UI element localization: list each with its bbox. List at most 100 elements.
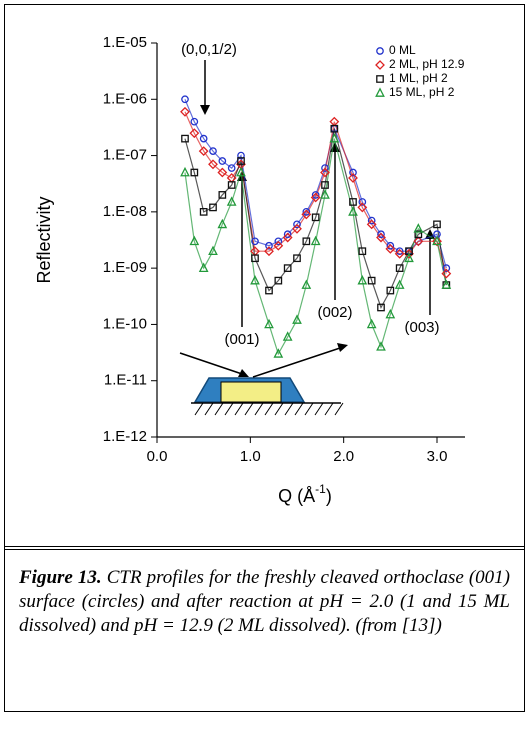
marker [442, 264, 451, 272]
marker [226, 196, 237, 206]
marker [358, 247, 367, 256]
marker [189, 128, 200, 139]
marker [273, 240, 284, 251]
y-tick-label: 1.E-08 [103, 203, 147, 220]
legend-label: 15 ML, pH 2 [389, 85, 455, 99]
marker [218, 157, 227, 165]
marker [357, 202, 368, 213]
marker [227, 181, 236, 189]
x-label-sup: -1 [315, 482, 326, 496]
marker [367, 216, 376, 225]
marker [302, 237, 311, 246]
marker [376, 341, 386, 351]
marker [375, 60, 385, 70]
marker [274, 237, 283, 246]
marker [377, 230, 385, 239]
chart-panel: Reflectivity Q (Å-1) (0,0,1/2) (001) (00… [5, 5, 524, 547]
marker [273, 348, 284, 358]
x-tick-label: 1.0 [240, 448, 261, 465]
marker [227, 164, 236, 172]
marker [189, 235, 200, 246]
marker [282, 232, 293, 243]
marker [394, 248, 405, 259]
marker [349, 198, 357, 206]
series-line [184, 128, 447, 309]
marker [209, 147, 217, 155]
marker [264, 246, 274, 257]
marker [180, 166, 190, 177]
marker [283, 230, 292, 239]
marker [330, 124, 339, 133]
y-tick-label: 1.E-11 [104, 372, 147, 389]
marker [301, 279, 312, 289]
marker [302, 208, 311, 216]
y-tick-label: 1.E-09 [103, 259, 147, 276]
caption-label: Figure 13. [19, 567, 102, 588]
marker [349, 168, 357, 177]
marker [441, 268, 452, 279]
marker [198, 262, 209, 272]
marker [366, 318, 377, 329]
marker [394, 279, 405, 289]
marker [358, 198, 367, 206]
arrow-head [337, 343, 348, 352]
marker [301, 209, 312, 220]
marker [366, 219, 377, 230]
legend-label: 1 ML, pH 2 [389, 71, 448, 85]
marker [432, 236, 442, 247]
marker [264, 318, 274, 329]
marker [199, 134, 208, 143]
marker [293, 254, 301, 263]
y-tick-label: 1.E-12 [103, 428, 147, 445]
marker [348, 206, 358, 216]
marker [320, 167, 330, 178]
marker [310, 192, 321, 203]
marker [348, 173, 358, 183]
marker [218, 191, 227, 199]
marker [181, 95, 189, 104]
marker [282, 331, 293, 341]
marker [190, 117, 199, 126]
marker [395, 247, 404, 256]
marker [395, 264, 404, 272]
marker [357, 275, 368, 285]
marker [329, 133, 340, 143]
marker [208, 159, 218, 170]
annotation: (0,0,1/2) [181, 41, 237, 58]
x-tick-label: 0.0 [147, 448, 168, 465]
marker [404, 252, 414, 263]
x-tick-label: 2.0 [333, 448, 354, 465]
sample [220, 381, 282, 403]
marker [209, 203, 217, 212]
marker [321, 181, 329, 189]
series-line [184, 99, 447, 269]
incident-beam [179, 352, 246, 376]
marker [181, 134, 189, 143]
caption-text: CTR profiles for the freshly cleaved ort… [19, 567, 510, 636]
marker [265, 286, 273, 295]
marker [413, 236, 424, 247]
marker [441, 279, 452, 289]
hatching [194, 402, 344, 416]
marker [311, 213, 320, 222]
marker [376, 75, 384, 83]
figure: Reflectivity Q (Å-1) (0,0,1/2) (001) (00… [4, 4, 525, 712]
inset-diagram [179, 343, 348, 416]
marker [250, 275, 260, 285]
x-label-text: Q (Å [278, 486, 315, 506]
marker [292, 223, 302, 234]
annotation: (001) [224, 331, 259, 348]
marker [377, 303, 385, 312]
marker [217, 167, 228, 178]
y-tick-label: 1.E-05 [103, 34, 147, 51]
marker [292, 314, 302, 324]
marker [414, 230, 423, 239]
marker [236, 166, 246, 177]
series-line [184, 111, 447, 274]
y-axis-label: Reflectivity [34, 196, 54, 283]
marker [283, 264, 292, 272]
marker [386, 286, 395, 295]
marker [385, 308, 396, 319]
arrow-head [200, 105, 210, 115]
marker [199, 208, 208, 216]
